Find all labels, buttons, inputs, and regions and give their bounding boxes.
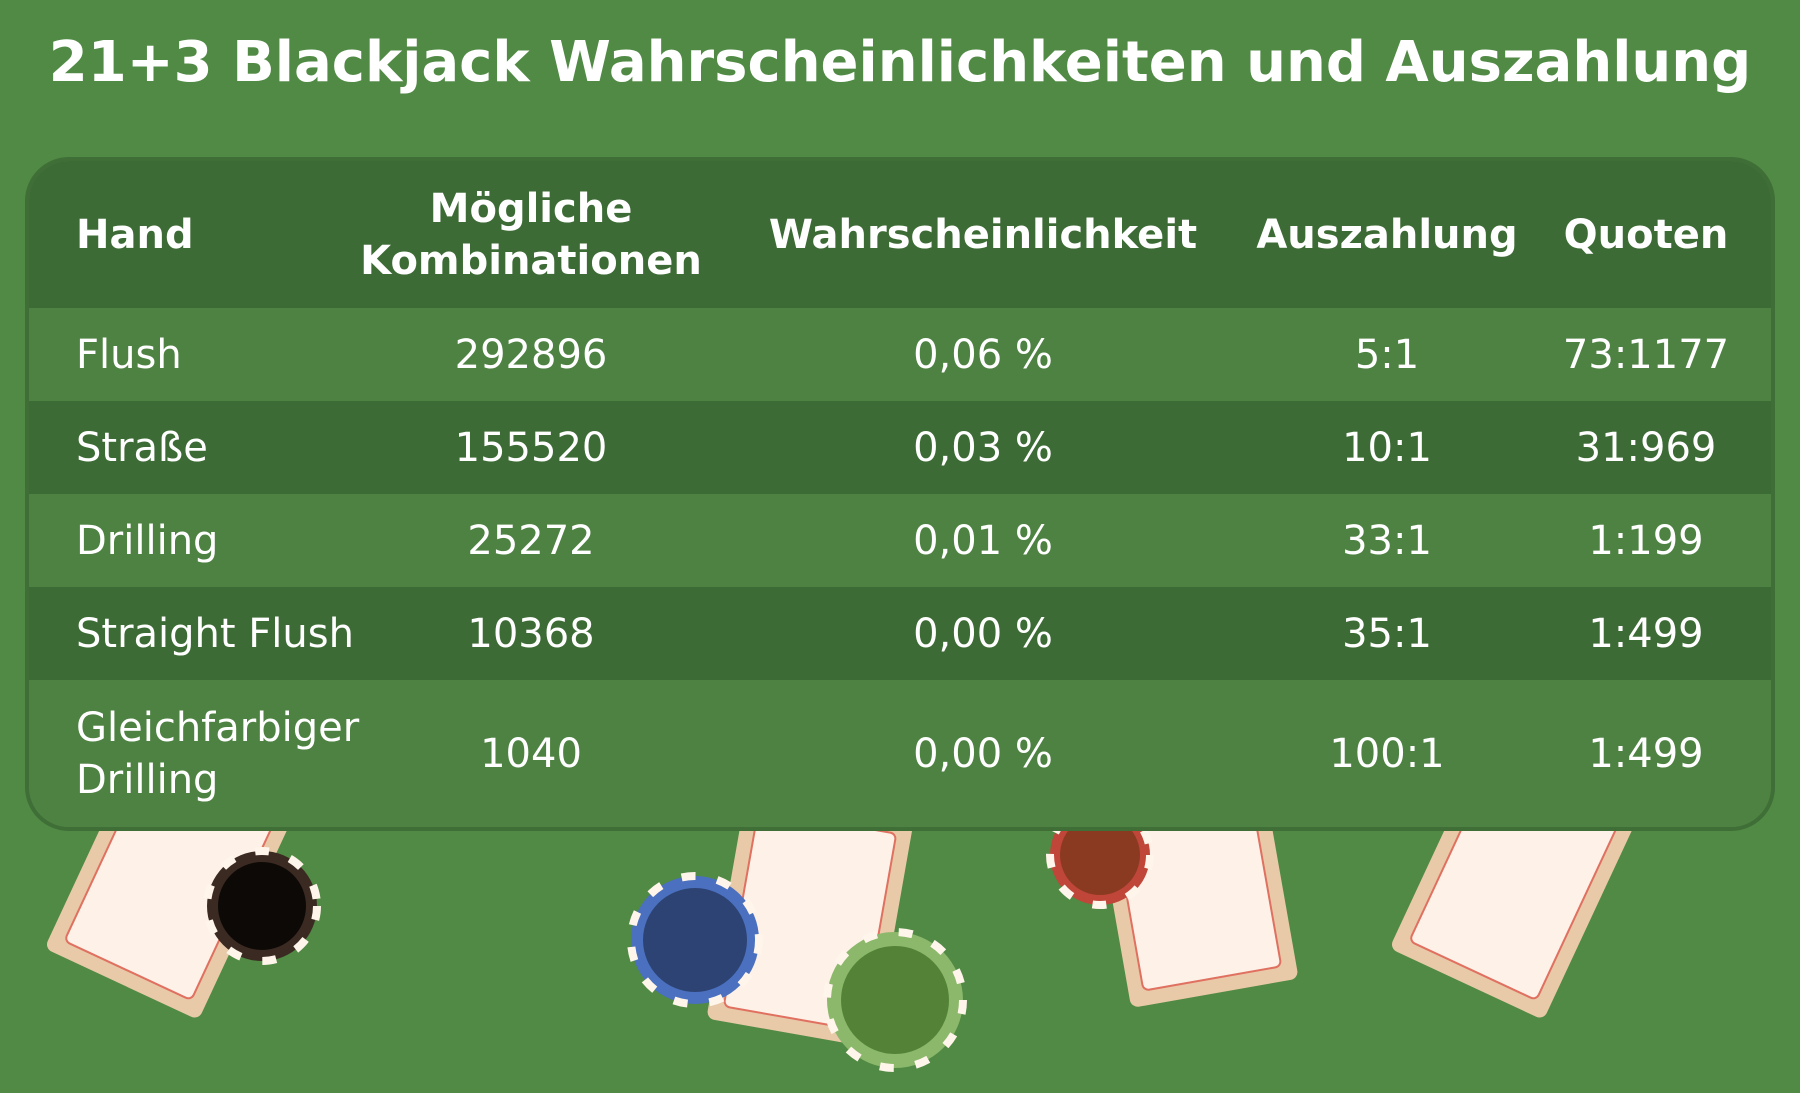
table: Hand Mögliche Kombinationen Wahrscheinlich… [25,157,1775,831]
table-cell: 0,03 % [913,424,1053,471]
column-header: Wahrscheinlichkeit [768,211,1198,258]
table-cell: 0,06 % [913,331,1053,378]
table-cell: 0,01 % [913,517,1053,564]
table-cell: 0,00 % [913,730,1053,777]
table-cell: 73:1177 [1562,331,1730,378]
chip [823,928,967,1072]
table-cell: 35:1 [1342,610,1432,657]
table-cell: 1:499 [1588,730,1704,777]
table-row: Straße 155520 0,03 % 10:1 31:969 [29,401,1771,494]
table-cell: Drilling [76,517,219,564]
column-header: Hand [76,211,194,258]
table-cell: 5:1 [1354,331,1420,378]
table-row: Flush 292896 0,06 % 5:1 73:1177 [29,308,1771,401]
column-header: Auszahlung [1256,211,1518,258]
table-cell: 1:499 [1588,610,1704,657]
table-cell: 1040 [480,730,582,777]
table-cell: 10368 [467,610,595,657]
header-row: Hand Mögliche Kombinationen Wahrscheinlich… [29,161,1771,308]
table-row: Gleichfarbiger Drilling 1040 0,00 % 100:1 1:… [29,680,1771,827]
table-cell: Straight Flush [76,610,354,657]
table-cell: Flush [76,331,182,378]
title: 21+3 Blackjack Wahrscheinlichkeiten und … [48,30,1752,95]
table-cell: 31:969 [1575,424,1717,471]
table-row: Drilling 25272 0,01 % 33:1 1:199 [29,494,1771,587]
table-row: Straight Flush 10368 0,00 % 35:1 1:499 [29,587,1771,680]
column-header: Quoten [1563,211,1729,258]
table-cell: 1:199 [1588,517,1704,564]
column-header: Mögliche Kombinationen [360,185,702,284]
table-cell: 33:1 [1342,517,1432,564]
table-cell: 155520 [454,424,608,471]
table-cell: 292896 [454,331,608,378]
chip [627,872,763,1008]
table-cell: 100:1 [1329,730,1445,777]
table-cell: 25272 [467,517,595,564]
table-cell: 10:1 [1342,424,1432,471]
chip [203,847,321,965]
table-cell: Straße [76,424,208,471]
table-cell: 0,00 % [913,610,1053,657]
table-cell: Gleichfarbiger Drilling [76,704,360,803]
